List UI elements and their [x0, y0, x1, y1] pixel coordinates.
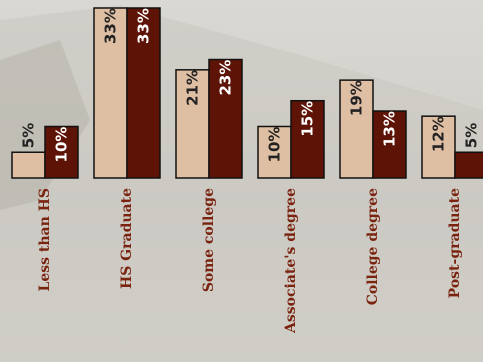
bar-light-2: [175, 69, 210, 179]
value-label: 5%: [20, 123, 38, 148]
bar-dark-2: [208, 58, 243, 179]
bar-dark-1: [126, 7, 161, 179]
value-label: 13%: [381, 111, 399, 147]
bar-dark-4: [372, 110, 407, 179]
category-label: Less than HS: [37, 188, 53, 292]
value-label: 23%: [217, 60, 235, 96]
bar-dark-0: [44, 125, 79, 179]
value-label: 33%: [135, 8, 153, 44]
value-label: 15%: [299, 101, 317, 137]
value-label: 10%: [266, 127, 284, 163]
category-label: College degree: [365, 188, 381, 305]
category-labels-layer: Less than HS HS Graduate Some college Assoc…: [37, 188, 463, 334]
background-layer: [0, 5, 483, 362]
bar-dark-3: [290, 99, 325, 179]
category-label: Some college: [201, 188, 217, 292]
bar-light-4: [339, 79, 374, 179]
background-building-shape: [0, 5, 483, 362]
value-label: 21%: [184, 70, 202, 106]
bars-layer: [11, 7, 483, 179]
category-label: Associate's degree: [283, 188, 299, 334]
bar-dark-5: [454, 151, 483, 179]
bar-light-5: [421, 115, 456, 179]
value-label: 12%: [430, 116, 448, 152]
value-labels-layer: 5% 10% 33% 33% 21% 23% 10% 15% 19% 13% 12% 5%: [20, 8, 481, 162]
bar-light-3: [257, 125, 292, 179]
value-label: 33%: [102, 8, 120, 44]
bar-light-0: [11, 151, 46, 179]
category-label: Post-graduate: [447, 188, 463, 298]
value-label: 5%: [463, 123, 481, 148]
category-label: HS Graduate: [119, 188, 135, 289]
value-label: 19%: [348, 80, 366, 116]
value-label: 10%: [53, 127, 71, 163]
